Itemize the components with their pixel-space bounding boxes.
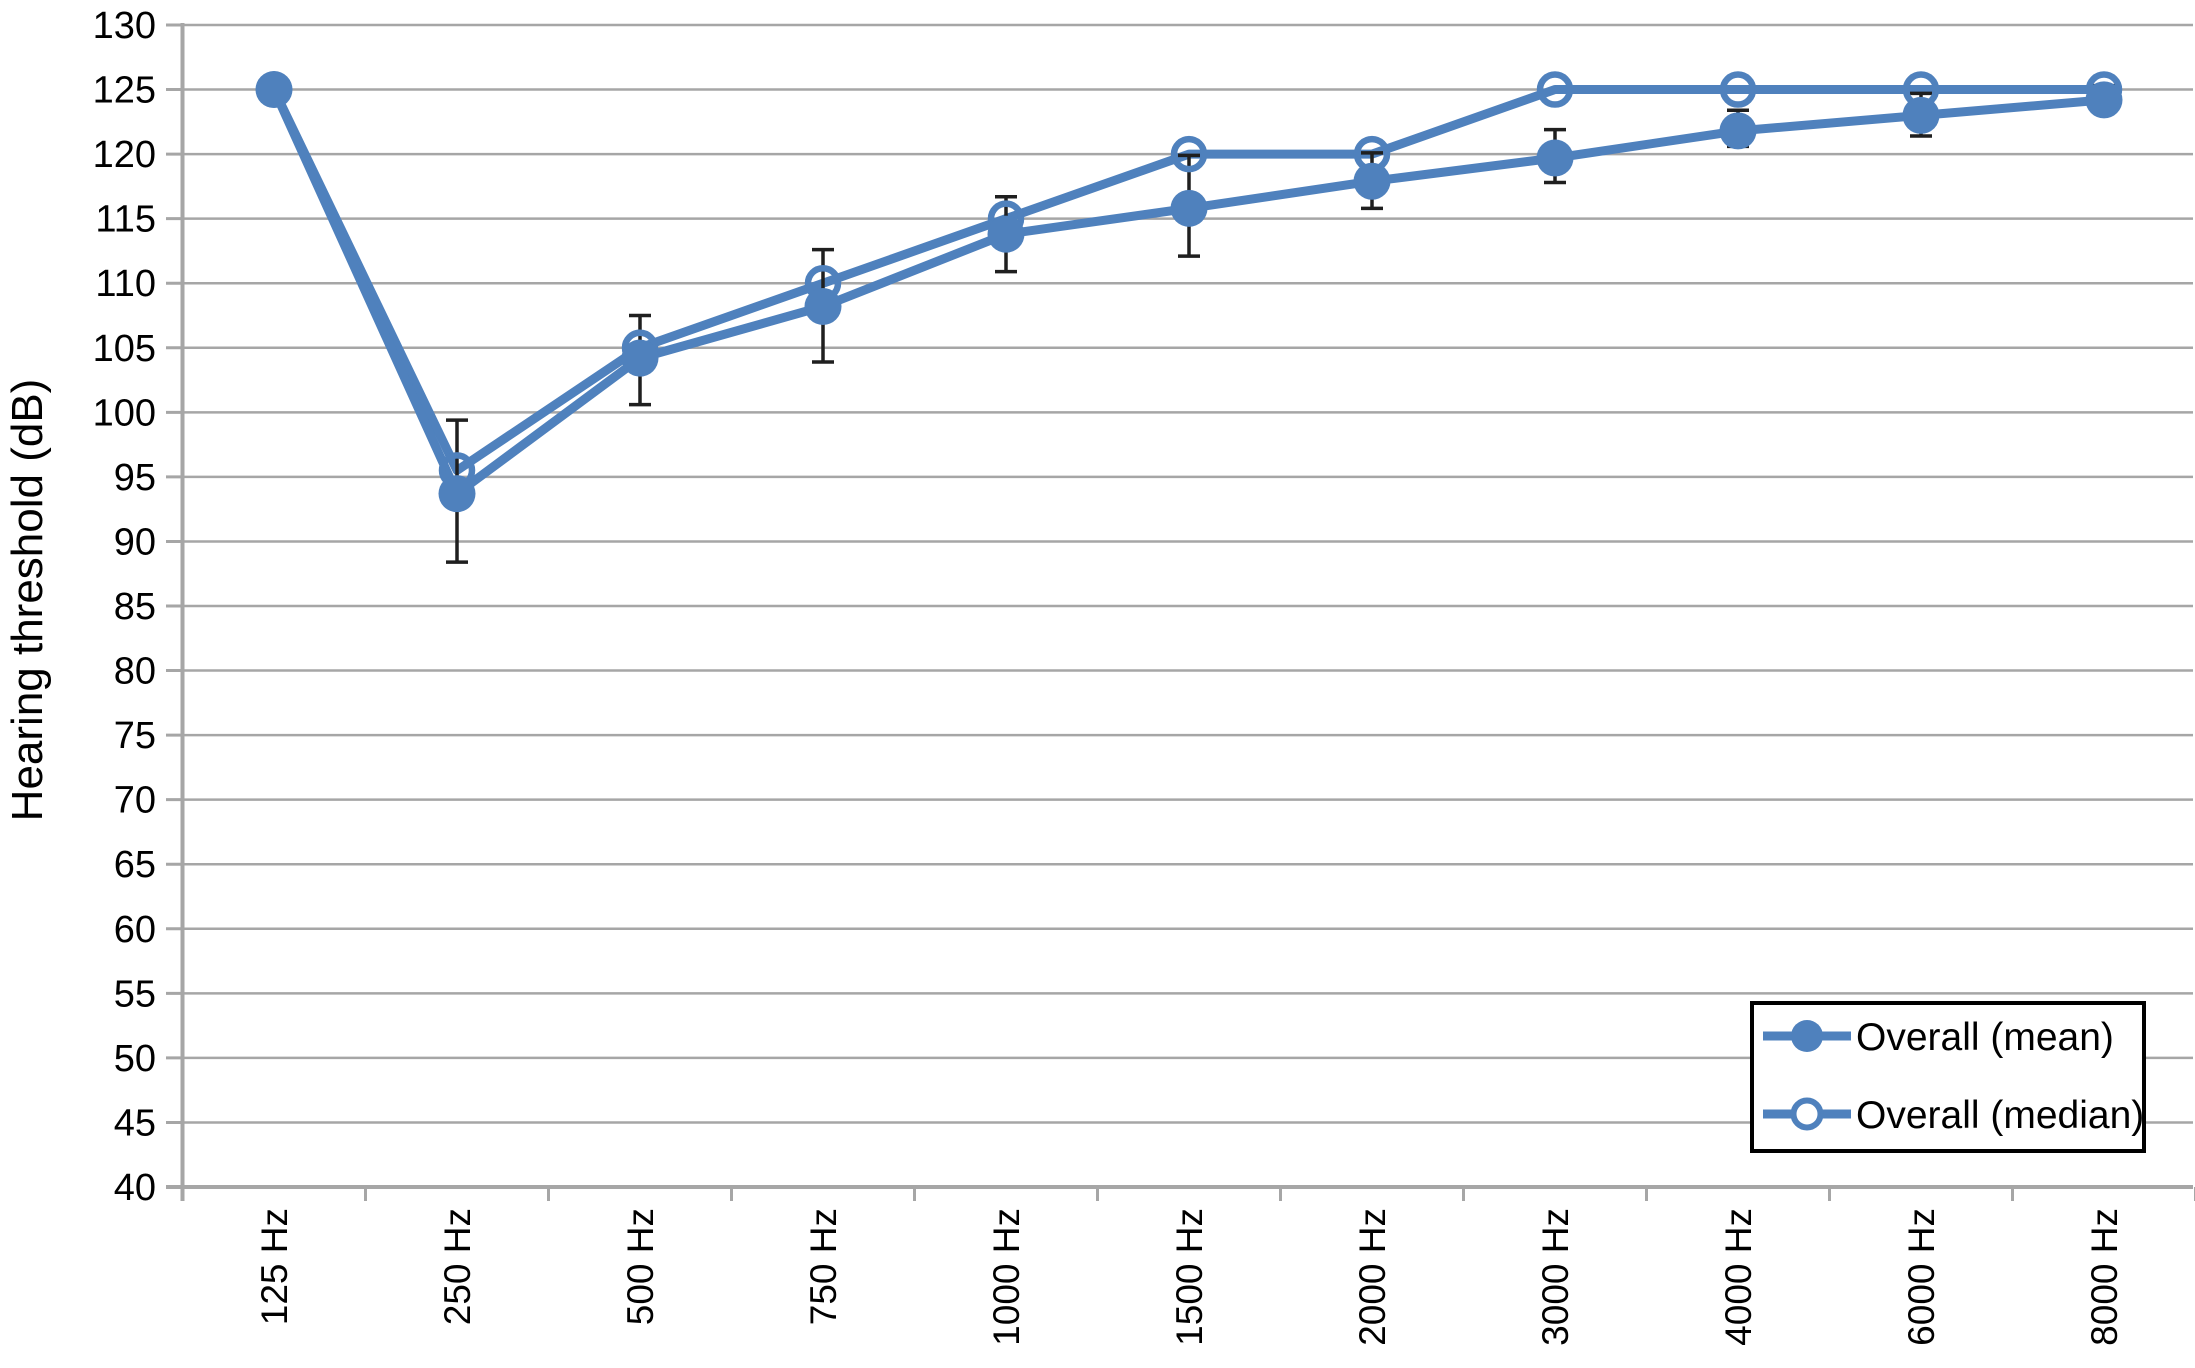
legend-label-median: Overall (median) [1856,1094,2144,1137]
median-marker [1719,71,1757,108]
y-tick-label: 100 [93,392,156,434]
x-tick-label: 125 Hz [254,1208,295,1325]
mean-marker [1536,139,1574,177]
median-marker [1170,135,1208,173]
y-tick-label: 50 [114,1038,156,1080]
mean-marker [255,71,293,109]
x-tick-label: 750 Hz [803,1208,844,1325]
y-tick-label: 55 [114,973,156,1015]
mean-marker [1902,96,1940,134]
mean-marker [1353,162,1391,200]
x-tick-label: 4000 Hz [1718,1208,1759,1346]
x-tick-label: 3000 Hz [1535,1208,1576,1346]
gridlines [182,23,2193,1124]
x-tick-label: 1500 Hz [1169,1208,1210,1346]
y-tick-label: 120 [93,134,156,176]
mean-markers [255,71,2123,513]
x-tick-label: 6000 Hz [1901,1208,1942,1346]
y-tick-label: 65 [114,844,156,886]
y-tick-label: 85 [114,586,156,628]
y-tick-label: 60 [114,909,156,951]
x-tick-label: 1000 Hz [986,1208,1027,1346]
legend-mean-marker-icon [1791,1020,1823,1052]
y-tick-label: 110 [95,263,156,305]
y-tick-label: 70 [114,780,156,822]
x-tick-label: 2000 Hz [1352,1208,1393,1346]
y-tick-label: 125 [93,70,156,112]
y-tick-label: 75 [114,715,156,757]
legend-label-mean: Overall (mean) [1856,1016,2114,1059]
median-marker [1536,71,1574,108]
y-tick-label: 40 [114,1167,156,1209]
legend: Overall (mean) Overall (median) [1750,1001,2146,1153]
y-tick-label: 90 [114,521,156,563]
y-axis-title: Hearing threshold (dB) [3,379,52,822]
median-markers [255,71,2123,489]
y-tick-label: 80 [114,651,156,693]
mean-marker [1719,112,1757,150]
y-tick-label: 130 [93,5,156,47]
y-tick-labels: 40 45 50 55 60 65 70 75 80 85 90 95 100 105 110 115 120 1… [93,5,156,1209]
mean-marker [1170,189,1208,227]
y-tick-label: 115 [95,199,156,241]
x-tick-label: 500 Hz [620,1208,661,1325]
y-tick-label: 45 [114,1102,156,1144]
legend-median-marker-icon [1790,1097,1824,1131]
y-tick-label: 105 [93,328,156,370]
mean-marker [621,339,659,377]
axes [166,23,2195,1201]
x-tick-labels: 125 Hz 250 Hz 500 Hz 750 Hz 1000 Hz 1500 Hz 20… [254,1208,2125,1346]
x-tick-label: 250 Hz [437,1208,478,1325]
mean-marker [987,215,1025,253]
mean-marker [438,475,476,513]
series-lines [269,85,2109,499]
mean-marker [804,287,842,325]
y-tick-label: 95 [114,457,156,499]
x-tick-label: 8000 Hz [2084,1208,2125,1346]
mean-marker [2085,81,2123,119]
